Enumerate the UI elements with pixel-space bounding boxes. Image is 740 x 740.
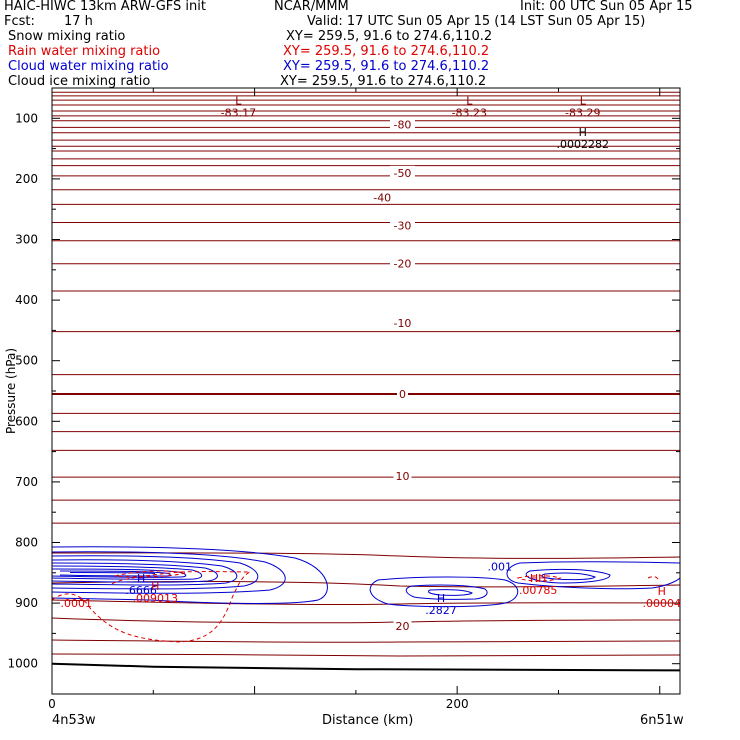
field-rain-xy: XY= 259.5, 91.6 to 274.6,110.2: [283, 44, 490, 59]
temp-label-bg: [389, 117, 415, 130]
temp-label-bg: [396, 387, 408, 400]
forecast-hours: 17 h: [64, 14, 93, 29]
forecast-label: Fcst:: [4, 14, 35, 29]
extremum-value-1: -83.23: [452, 106, 487, 119]
temperature-label: -30: [393, 220, 411, 233]
y-tick-label: 300: [15, 233, 38, 247]
temp-label-bg: [389, 165, 415, 178]
x-tick-label: 0: [48, 697, 56, 711]
temperature-label: -40: [373, 192, 391, 205]
extremum-marker-3: H: [579, 126, 587, 139]
x-axis-title: Distance (km): [322, 713, 414, 728]
extremum-value-7: .00785: [519, 584, 558, 597]
temp-label-bg: [369, 190, 395, 203]
extremum-value-4: .6666: [125, 584, 157, 597]
organization-label: NCAR/MMM: [274, 0, 349, 14]
extremum-value-6: .2827: [425, 604, 457, 617]
temperature-label: -50: [393, 167, 411, 180]
chart-title: HAIC-HIWC 13km ARW-GFS init: [4, 0, 206, 14]
extremum-marker-7: HH: [530, 572, 547, 585]
y-tick-label: 900: [15, 596, 38, 610]
temp-label-bg: [389, 256, 415, 269]
field-cloud-ice-xy: XY= 259.5, 91.6 to 274.6,110.2: [280, 74, 487, 89]
isotherm-lower-2: [51, 599, 681, 606]
y-axis-title: Pressure (hPa): [4, 348, 18, 434]
field-snow-xy: XY= 259.5, 91.6 to 274.6,110.2: [286, 29, 493, 44]
x-tick-label: 200: [446, 697, 469, 711]
right-endpoint-label: 6n51w: [640, 713, 684, 728]
extremum-marker-5: H: [151, 580, 159, 593]
temperature-label: -10: [393, 317, 411, 330]
temperature-label: -20: [393, 258, 411, 271]
valid-time: Valid: 17 UTC Sun 05 Apr 15 (14 LST Sun …: [307, 14, 646, 29]
cloud-water-contours-left: [51, 546, 328, 604]
y-tick-label: 400: [15, 293, 38, 307]
y-tick-label: 600: [15, 414, 38, 428]
extremum-marker-8: H: [658, 585, 666, 598]
temp-label-bg: [393, 619, 412, 632]
extremum-value-8: .00004: [643, 597, 682, 610]
extremum-value-2: -83.29: [565, 106, 600, 119]
extremum-marker-0: L: [235, 94, 242, 107]
y-tick-label: 100: [15, 111, 38, 125]
extremum-value-5: .009013: [133, 592, 179, 605]
cloud-water-contours-middle: [369, 576, 518, 608]
field-cloud-water-xy: XY= 259.5, 91.6 to 274.6,110.2: [283, 59, 490, 74]
contour-label-1: .001: [487, 561, 512, 574]
rain-water-contours: [51, 570, 659, 643]
ground-line: [51, 662, 681, 672]
init-time: Init: 00 UTC Sun 05 Apr 15: [520, 0, 693, 14]
cloud-water-contours-right: [506, 561, 681, 590]
extremum-value-3: .0002282: [557, 138, 610, 151]
y-tick-label: 500: [15, 354, 38, 368]
y-tick-label: 700: [15, 475, 38, 489]
extremum-marker-6: H: [437, 592, 445, 605]
temp-label-bg: [389, 218, 415, 231]
extremum-marker-4: H: [137, 572, 145, 585]
extremum-value-0: -83.17: [221, 106, 256, 119]
isotherm-lower-4: [51, 639, 681, 643]
isotherm-lower-5: [51, 653, 681, 657]
temp-label-bg: [393, 468, 412, 481]
y-tick-label: 800: [15, 536, 38, 550]
field-cloud-ice-name: Cloud ice mixing ratio: [8, 74, 151, 89]
temperature-label: -80: [393, 118, 411, 131]
y-tick-label: 200: [15, 172, 38, 186]
left-endpoint-label: 4n53w: [52, 713, 96, 728]
field-snow-name: Snow mixing ratio: [8, 29, 126, 44]
temp-label-bg: [389, 316, 415, 329]
field-cloud-water-name: Cloud water mixing ratio: [8, 59, 169, 74]
temperature-label: 10: [395, 470, 409, 483]
temperature-label: 0: [399, 388, 406, 401]
y-tick-label: 1000: [7, 657, 38, 671]
contour-label-0: .0001: [61, 597, 93, 610]
temperature-label: 20: [395, 620, 409, 633]
extremum-marker-1: L: [466, 94, 473, 107]
isotherm-lower-3: [51, 617, 681, 624]
extremum-marker-2: L: [580, 94, 587, 107]
field-rain-name: Rain water mixing ratio: [8, 44, 161, 59]
isotherm-lower-0: [51, 552, 681, 559]
